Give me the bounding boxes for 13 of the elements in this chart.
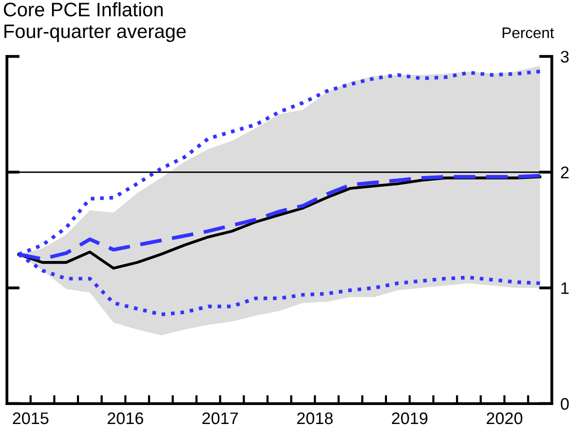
x-tick-label: 2019 <box>392 412 428 424</box>
chart-title: Core PCE Inflation <box>4 2 163 16</box>
y-tick-label: 3 <box>560 50 569 63</box>
y-tick-label: 0 <box>560 398 569 410</box>
x-tick-label: 2020 <box>486 412 522 424</box>
y-tick-label: 1 <box>561 282 569 294</box>
x-tick-label: 2016 <box>108 412 144 424</box>
x-tick-label: 2018 <box>297 412 333 424</box>
x-tick-label: 2015 <box>12 412 48 424</box>
chart-subtitle: Four-quarter average <box>4 24 186 42</box>
y-axis-title: Percent <box>502 28 554 38</box>
y-tick-label: 2 <box>560 166 569 178</box>
x-tick-label: 2017 <box>202 412 238 424</box>
